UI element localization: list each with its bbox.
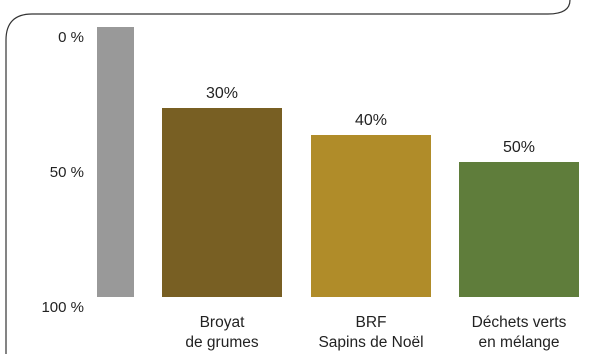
category-label: de grumes: [185, 334, 258, 351]
bars: [97, 27, 579, 297]
category-label: en mélange: [478, 334, 559, 351]
category-label: Sapins de Noël: [318, 334, 423, 351]
panel-frame: [5, 0, 571, 354]
bar: [97, 27, 134, 297]
value-label: 30%: [206, 85, 238, 102]
y-tick-label: 100 %: [41, 299, 84, 316]
category-labels: Broyat de grumes BRF Sapins de Noël Déchets …: [185, 314, 566, 351]
category-label: BRF: [356, 314, 387, 331]
y-axis-ticks: 0 % 50 % 100 %: [41, 29, 84, 316]
value-label: 40%: [355, 112, 387, 129]
y-tick-label: 0 %: [58, 29, 84, 46]
value-label: 50%: [503, 139, 535, 156]
bar: [459, 162, 579, 297]
bar: [162, 108, 282, 297]
value-labels: 30% 40% 50%: [206, 85, 535, 156]
category-label: Déchets verts: [472, 314, 567, 331]
bar: [311, 135, 431, 297]
category-label: Broyat: [200, 314, 245, 331]
y-tick-label: 50 %: [50, 164, 84, 181]
